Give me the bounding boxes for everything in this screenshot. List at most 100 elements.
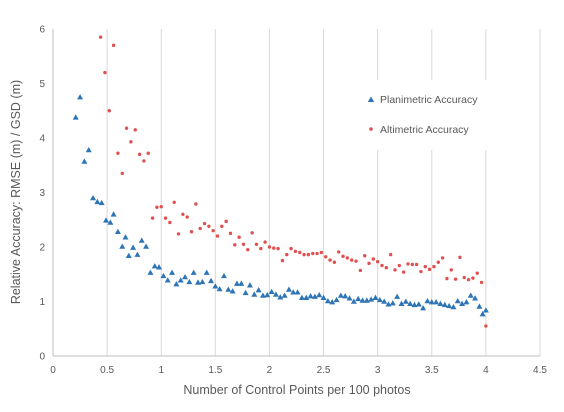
planimetric-point — [459, 300, 466, 306]
altimetric-point — [233, 243, 237, 247]
planimetric-point — [220, 272, 227, 279]
planimetric-point — [134, 251, 141, 257]
altimetric-point — [137, 152, 142, 157]
altimetric-point — [471, 276, 475, 280]
data-series — [72, 35, 489, 328]
y-axis-ticks: 0 1 2 3 4 5 6 — [39, 25, 45, 363]
planimetric-point — [424, 297, 431, 304]
planimetric-point — [110, 211, 117, 217]
planimetric-point — [85, 146, 92, 153]
planimetric-point — [130, 244, 137, 250]
altimetric-point — [423, 264, 427, 269]
altimetric-point — [267, 245, 272, 249]
altimetric-point — [406, 262, 410, 266]
planimetric-point — [156, 264, 163, 270]
altimetric-point — [129, 140, 133, 144]
altimetric-point — [107, 109, 111, 113]
planimetric-point — [385, 301, 392, 307]
planimetric-point — [337, 292, 344, 298]
altimetric-point — [362, 254, 367, 258]
altimetric-point — [371, 257, 376, 261]
planimetric-point — [415, 301, 422, 307]
altimetric-point — [354, 259, 358, 263]
planimetric-point — [160, 272, 167, 279]
altimetric-point — [380, 263, 384, 268]
altimetric-point — [479, 280, 484, 285]
altimetric-point — [341, 254, 345, 258]
planimetric-point — [307, 293, 314, 299]
planimetric-point — [268, 288, 275, 294]
y-tick-label: 3 — [39, 188, 45, 199]
altimetric-point — [211, 228, 215, 233]
planimetric-point — [376, 296, 383, 303]
planimetric-point — [173, 281, 180, 287]
altimetric-point — [241, 242, 246, 246]
altimetric-point — [116, 151, 120, 155]
planimetric-point — [225, 286, 232, 292]
altimetric-point — [163, 216, 168, 220]
y-tick-label: 6 — [39, 25, 45, 36]
series-planimetric — [72, 94, 489, 317]
planimetric-point — [359, 297, 366, 303]
planimetric-point — [138, 237, 145, 243]
planimetric-point — [143, 243, 150, 249]
x-tick-label: 2.5 — [317, 365, 331, 376]
planimetric-point — [255, 287, 262, 293]
legend-marker-altimetric — [369, 127, 373, 131]
altimetric-point — [159, 204, 163, 209]
altimetric-point — [462, 275, 466, 280]
planimetric-point — [476, 303, 483, 309]
planimetric-point — [472, 295, 479, 301]
planimetric-point — [363, 297, 370, 303]
altimetric-point — [280, 258, 285, 263]
altimetric-point — [172, 200, 176, 205]
planimetric-point — [199, 278, 206, 285]
altimetric-point — [349, 258, 354, 262]
planimetric-point — [186, 278, 193, 285]
altimetric-point — [142, 159, 146, 163]
planimetric-point — [246, 282, 253, 288]
series-altimetric — [98, 35, 488, 328]
x-tick-label: 3 — [375, 365, 381, 376]
altimetric-point — [315, 251, 319, 256]
planimetric-point — [329, 299, 336, 305]
y-tick-label: 2 — [39, 243, 45, 254]
altimetric-point — [150, 216, 155, 220]
x-axis-title: Number of Control Points per 100 photos — [183, 383, 410, 397]
planimetric-point — [190, 269, 197, 275]
planimetric-point — [251, 291, 258, 297]
planimetric-point — [454, 297, 461, 304]
planimetric-point — [77, 94, 84, 100]
altimetric-point — [215, 234, 220, 238]
planimetric-point — [463, 299, 470, 305]
altimetric-point — [367, 261, 371, 266]
planimetric-point — [389, 300, 396, 306]
altimetric-point — [220, 224, 224, 228]
altimetric-point — [289, 246, 293, 251]
planimetric-point — [433, 299, 440, 305]
planimetric-point — [164, 277, 171, 283]
altimetric-point — [432, 264, 436, 269]
altimetric-point — [228, 231, 233, 236]
altimetric-point — [319, 250, 324, 255]
planimetric-point — [81, 158, 88, 164]
planimetric-point — [107, 219, 114, 225]
planimetric-point — [324, 297, 331, 304]
legend: Planimetric Accuracy Altimetric Accuracy — [346, 80, 514, 150]
altimetric-point — [475, 271, 479, 275]
planimetric-point — [372, 294, 379, 300]
planimetric-point — [368, 296, 375, 302]
x-tick-label: 0 — [50, 365, 56, 376]
planimetric-point — [342, 293, 349, 299]
planimetric-point — [72, 114, 79, 120]
planimetric-point — [398, 300, 405, 306]
altimetric-point — [133, 128, 137, 132]
planimetric-point — [437, 300, 444, 306]
altimetric-point — [311, 251, 315, 256]
altimetric-point — [337, 250, 341, 254]
altimetric-point — [276, 246, 280, 251]
planimetric-point — [350, 298, 357, 304]
altimetric-point — [436, 260, 440, 264]
altimetric-point — [453, 277, 458, 281]
